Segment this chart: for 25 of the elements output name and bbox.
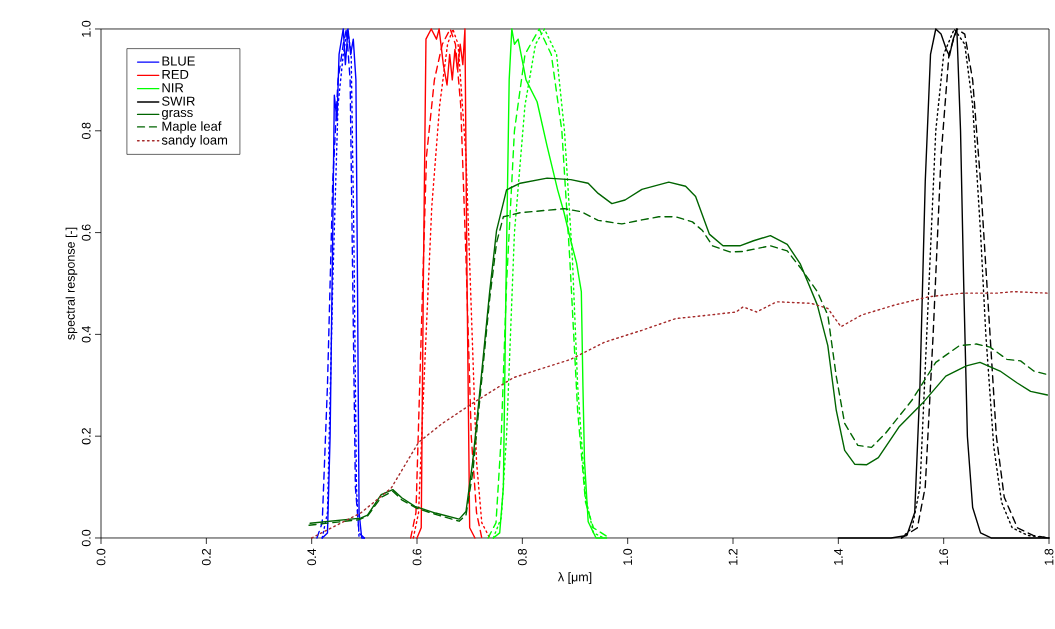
y-tick-label: 1.0 [81,20,91,37]
y-tick-label: 0.2 [81,428,91,445]
legend-label: SWIR [162,96,195,106]
y-tick-label: 0.6 [81,224,91,241]
y-tick-label: 0.0 [81,529,91,547]
y-axis-title: spectral response [-] [65,227,78,340]
x-tick-label: 0.0 [96,548,106,566]
y-tick-label: 0.4 [81,326,91,343]
x-tick-label: 1.6 [939,548,949,565]
x-tick-label: 1.2 [728,548,738,565]
x-tick-label: 0.8 [517,548,527,566]
legend-label: Maple leaf [162,121,222,134]
legend-label: NIR [162,83,184,93]
legend-label: BLUE [162,56,195,66]
x-tick-label: 1.8 [1044,548,1054,565]
legend-label: RED [162,69,189,79]
y-tick-label: 0.8 [81,122,91,139]
x-tick-label: 0.4 [307,548,317,566]
x-tick-label: 1.4 [834,548,843,565]
x-tick-label: 0.2 [201,548,211,566]
legend-label: sandy loam [161,135,228,148]
x-tick-label: 0.6 [412,548,422,566]
x-axis-title: λ [μm] [557,572,592,584]
legend-label: grass [161,109,193,120]
x-tick-label: 1.0 [623,548,633,565]
